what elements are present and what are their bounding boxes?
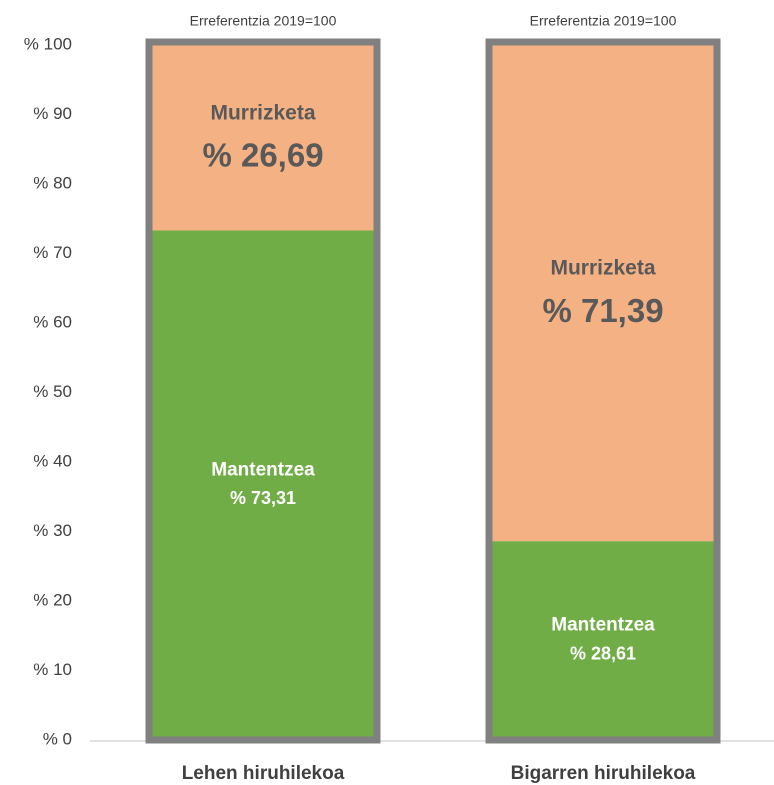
- value-label: % 28,61: [570, 643, 636, 663]
- bar-segment: [152, 230, 374, 741]
- segment-name: Murrizketa: [210, 101, 315, 124]
- y-tick-label: % 100: [24, 34, 72, 53]
- annotation: Erreferentzia 2019=100: [530, 13, 677, 29]
- segment-name: Murrizketa: [550, 257, 655, 280]
- x-tick-label: Lehen hiruhilekoa: [182, 763, 345, 784]
- bar-segment: [152, 45, 374, 231]
- value-label: % 71,39: [542, 292, 663, 329]
- bar-segment: [492, 45, 714, 542]
- y-tick-label: % 10: [33, 660, 72, 679]
- y-tick-label: % 0: [43, 729, 72, 748]
- bar-frame: [145, 38, 381, 744]
- value-label: % 26,69: [202, 136, 323, 173]
- y-tick-label: % 20: [33, 590, 72, 609]
- y-tick-label: % 50: [33, 382, 72, 401]
- segment-name: Mantentzea: [211, 459, 315, 480]
- y-tick-label: % 70: [33, 243, 72, 262]
- bar-frame: [485, 38, 721, 744]
- y-tick-label: % 80: [33, 173, 72, 192]
- bar-segment: [492, 541, 714, 740]
- y-tick-label: % 30: [33, 521, 72, 540]
- segment-name: Mantentzea: [551, 615, 655, 636]
- annotation: Erreferentzia 2019=100: [190, 13, 337, 29]
- x-tick-label: Bigarren hiruhilekoa: [511, 763, 696, 784]
- value-label: % 73,31: [230, 488, 296, 508]
- y-tick-label: % 60: [33, 312, 72, 331]
- y-tick-label: % 40: [33, 451, 72, 470]
- y-tick-label: % 90: [33, 104, 72, 123]
